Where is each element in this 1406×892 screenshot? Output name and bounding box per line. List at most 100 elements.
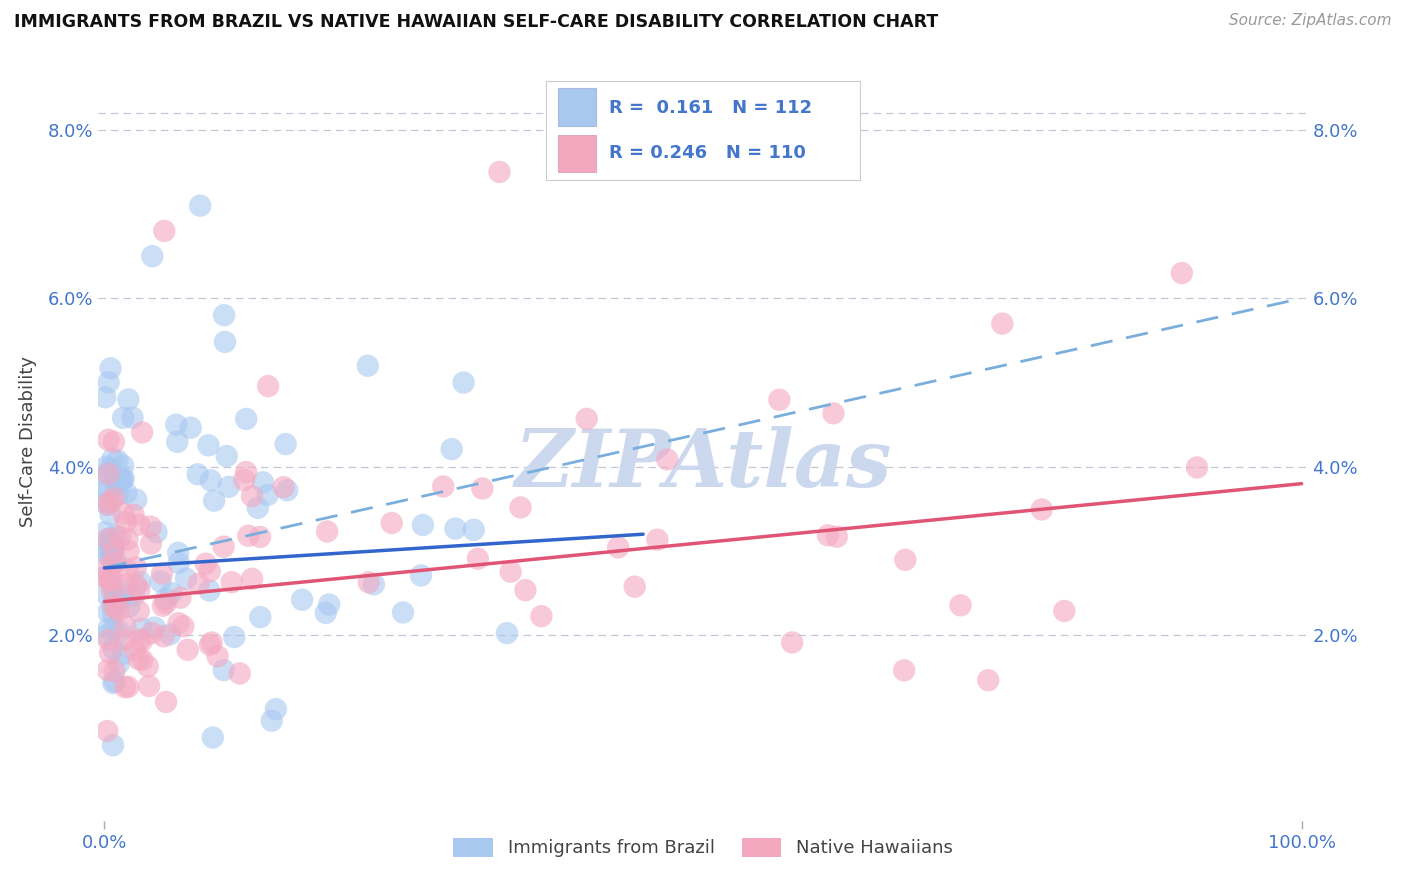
Point (276, 483, 298, 498)
Point (117, 680, 139, 694)
Point (575, 412, 598, 426)
Point (825, 530, 848, 544)
Point (167, 616, 190, 631)
Point (98, 574, 121, 588)
Point (499, 565, 522, 579)
Point (238, 529, 260, 543)
Point (100, 572, 122, 586)
Point (991, 317, 1014, 331)
Point (103, 434, 125, 449)
Point (97, 376, 120, 390)
Point (176, 642, 198, 657)
Point (94, 480, 117, 494)
Point (112, 410, 135, 425)
Point (949, 599, 972, 613)
Point (111, 472, 134, 486)
Point (152, 629, 174, 643)
Point (129, 632, 152, 647)
Point (96, 498, 118, 512)
Point (104, 528, 127, 542)
Point (155, 596, 177, 610)
Point (129, 574, 152, 589)
Point (117, 563, 139, 577)
Point (159, 627, 181, 641)
Point (235, 412, 257, 426)
Point (264, 702, 287, 716)
Legend: Immigrants from Brazil, Native Hawaiians: Immigrants from Brazil, Native Hawaiians (446, 830, 960, 864)
Point (488, 165, 510, 179)
Point (145, 525, 167, 540)
Point (155, 695, 177, 709)
Point (202, 493, 225, 508)
Point (515, 583, 537, 598)
Point (104, 471, 127, 485)
Point (117, 392, 139, 407)
Point (257, 379, 280, 393)
Point (103, 599, 125, 614)
Point (198, 638, 221, 652)
Point (101, 738, 124, 752)
Point (128, 652, 150, 666)
Point (94, 561, 117, 575)
Point (96, 628, 118, 642)
Point (117, 544, 139, 558)
Point (97, 433, 120, 447)
Point (1171, 266, 1194, 280)
Point (114, 619, 136, 633)
Point (823, 406, 845, 420)
Point (249, 530, 271, 544)
Point (215, 449, 238, 463)
Point (112, 458, 135, 473)
Point (107, 487, 129, 501)
Point (94, 390, 117, 404)
Point (114, 515, 136, 529)
Point (101, 676, 124, 690)
Point (246, 500, 269, 515)
Point (224, 630, 246, 644)
Point (110, 477, 132, 491)
Point (141, 249, 163, 263)
Point (240, 489, 263, 503)
Point (101, 599, 124, 613)
Point (893, 664, 915, 678)
Point (97, 534, 120, 549)
Point (252, 475, 274, 490)
Point (97, 569, 120, 583)
Text: Source: ZipAtlas.com: Source: ZipAtlas.com (1229, 13, 1392, 29)
Point (180, 421, 202, 435)
Point (444, 522, 467, 536)
Point (103, 491, 125, 505)
Point (131, 633, 153, 648)
Point (128, 583, 150, 598)
Point (103, 557, 125, 571)
Point (218, 480, 240, 494)
Point (496, 626, 519, 640)
Point (212, 663, 235, 677)
Point (97, 663, 120, 677)
Point (977, 673, 1000, 688)
Point (114, 680, 136, 694)
Point (110, 472, 132, 486)
Point (94, 586, 117, 600)
Point (103, 545, 125, 559)
Point (103, 591, 125, 606)
Point (530, 609, 553, 624)
Point (104, 475, 127, 490)
Point (657, 452, 679, 467)
Point (100, 531, 122, 545)
Point (117, 533, 139, 547)
Point (100, 554, 122, 568)
Point (128, 517, 150, 532)
Point (108, 657, 131, 671)
Point (122, 508, 145, 522)
Point (432, 479, 454, 493)
Point (155, 591, 177, 606)
Point (100, 546, 122, 560)
Point (97, 622, 120, 636)
Point (381, 516, 404, 530)
Point (260, 714, 283, 728)
Point (167, 546, 190, 560)
Point (229, 666, 252, 681)
Point (100, 361, 122, 376)
Point (108, 593, 131, 607)
